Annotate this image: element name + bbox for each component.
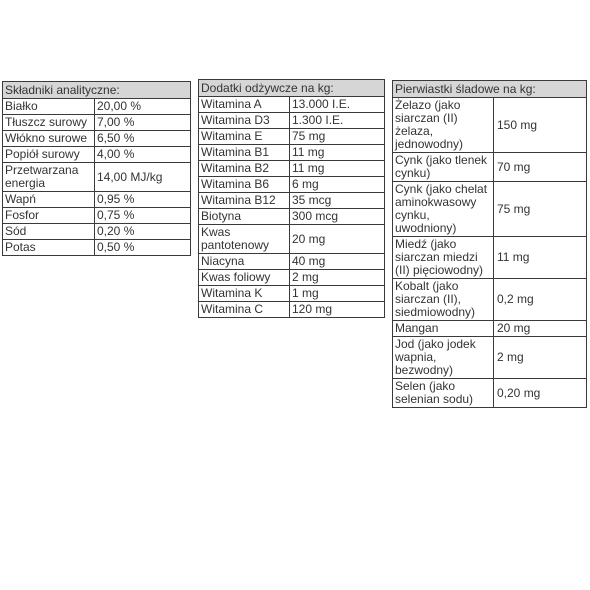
table-row: Witamina C 120 mg — [198, 301, 386, 318]
additive-value: 13.000 I.E. — [288, 96, 386, 113]
nutrient-name: Potas — [2, 239, 95, 256]
element-name: Cynk (jako chelat aminokwasowy cynku, uw… — [392, 181, 494, 237]
additive-name: Biotyna — [198, 208, 290, 225]
table-row: Niacyna 40 mg — [198, 253, 386, 270]
additive-value: 40 mg — [288, 253, 386, 270]
element-value: 75 mg — [492, 181, 588, 237]
table-row: Potas 0,50 % — [2, 239, 192, 256]
additive-value: 6 mg — [288, 176, 386, 193]
trace-elements-table: Pierwiastki śladowe na kg: Żelazo (jako … — [391, 80, 588, 408]
table-row: Tłuszcz surowy 7,00 % — [2, 114, 192, 131]
nutrient-value: 7,00 % — [93, 114, 192, 131]
additive-name: Niacyna — [198, 253, 290, 270]
nutrient-name: Popiół surowy — [2, 146, 95, 163]
table-header: Dodatki odżywcze na kg: — [197, 79, 386, 97]
nutrient-value: 14,00 MJ/kg — [93, 162, 192, 192]
table-row: Witamina B12 35 mcg — [198, 192, 386, 209]
table-row: Cynk (jako chelat aminokwasowy cynku, uw… — [392, 181, 588, 237]
nutrient-value: 4,00 % — [93, 146, 192, 163]
table-row: Fosfor 0,75 % — [2, 207, 192, 224]
additive-name: Kwas foliowy — [198, 269, 290, 286]
table-row: Kwas pantotenowy 20 mg — [198, 224, 386, 254]
nutrient-name: Sód — [2, 223, 95, 240]
table-row: Żelazo (jako siarczan (II) żelaza, jedno… — [392, 97, 588, 153]
additive-name: Witamina D3 — [198, 112, 290, 129]
additive-name: Witamina C — [198, 301, 290, 318]
table-row: Wapń 0,95 % — [2, 191, 192, 208]
nutrient-name: Fosfor — [2, 207, 95, 224]
nutrient-value: 0,50 % — [93, 239, 192, 256]
element-value: 0,20 mg — [492, 378, 588, 408]
nutrient-name: Wapń — [2, 191, 95, 208]
additive-name: Kwas pantotenowy — [198, 224, 290, 254]
table-row: Miedź (jako siarczan miedzi (II) pięciow… — [392, 236, 588, 279]
nutrient-value: 20,00 % — [93, 98, 192, 115]
additive-value: 1.300 I.E. — [288, 112, 386, 129]
element-name: Miedź (jako siarczan miedzi (II) pięciow… — [392, 236, 494, 279]
element-value: 11 mg — [492, 236, 588, 279]
nutritional-additives-table: Dodatki odżywcze na kg: Witamina A 13.000… — [197, 79, 386, 318]
additive-value: 20 mg — [288, 224, 386, 254]
table-row: Witamina D3 1.300 I.E. — [198, 112, 386, 129]
nutrient-name: Włókno surowe — [2, 130, 95, 147]
analytical-components-table: Składniki analityczne: Białko 20,00 % Tłu… — [1, 81, 192, 256]
table-row: Popiół surowy 4,00 % — [2, 146, 192, 163]
element-name: Jod (jako jodek wapnia, bezwodny) — [392, 336, 494, 379]
additive-name: Witamina A — [198, 96, 290, 113]
table-row: Witamina B1 11 mg — [198, 144, 386, 161]
element-value: 20 mg — [492, 320, 588, 337]
additive-name: Witamina K — [198, 285, 290, 302]
additive-value: 120 mg — [288, 301, 386, 318]
nutrient-value: 0,20 % — [93, 223, 192, 240]
element-value: 2 mg — [492, 336, 588, 379]
additive-name: Witamina B6 — [198, 176, 290, 193]
additive-name: Witamina B2 — [198, 160, 290, 177]
table-row: Witamina E 75 mg — [198, 128, 386, 145]
additive-value: 75 mg — [288, 128, 386, 145]
table-row: Kwas foliowy 2 mg — [198, 269, 386, 286]
table-row: Cynk (jako tlenek cynku) 70 mg — [392, 152, 588, 182]
table-row: Białko 20,00 % — [2, 98, 192, 115]
table-row: Witamina B6 6 mg — [198, 176, 386, 193]
additive-value: 2 mg — [288, 269, 386, 286]
table-row: Jod (jako jodek wapnia, bezwodny) 2 mg — [392, 336, 588, 379]
nutrient-value: 0,75 % — [93, 207, 192, 224]
nutrient-value: 6,50 % — [93, 130, 192, 147]
nutrient-name: Przetwarzana energia — [2, 162, 95, 192]
additive-value: 11 mg — [288, 144, 386, 161]
table-row: Kobalt (jako siarczan (II), siedmiowodny… — [392, 278, 588, 321]
element-name: Kobalt (jako siarczan (II), siedmiowodny… — [392, 278, 494, 321]
nutrient-name: Tłuszcz surowy — [2, 114, 95, 131]
table-row: Witamina A 13.000 I.E. — [198, 96, 386, 113]
additive-name: Witamina B12 — [198, 192, 290, 209]
additive-value: 35 mcg — [288, 192, 386, 209]
nutrient-value: 0,95 % — [93, 191, 192, 208]
table-row: Włókno surowe 6,50 % — [2, 130, 192, 147]
table-header: Składniki analityczne: — [1, 81, 192, 99]
element-value: 0,2 mg — [492, 278, 588, 321]
table-row: Biotyna 300 mcg — [198, 208, 386, 225]
table-row: Mangan 20 mg — [392, 320, 588, 337]
additive-value: 300 mcg — [288, 208, 386, 225]
nutrient-name: Białko — [2, 98, 95, 115]
table-row: Selen (jako selenian sodu) 0,20 mg — [392, 378, 588, 408]
element-value: 150 mg — [492, 97, 588, 153]
element-name: Mangan — [392, 320, 494, 337]
element-name: Selen (jako selenian sodu) — [392, 378, 494, 408]
additive-name: Witamina E — [198, 128, 290, 145]
table-row: Przetwarzana energia 14,00 MJ/kg — [2, 162, 192, 192]
additive-value: 1 mg — [288, 285, 386, 302]
additive-value: 11 mg — [288, 160, 386, 177]
element-value: 70 mg — [492, 152, 588, 182]
table-header: Pierwiastki śladowe na kg: — [391, 80, 588, 98]
table-row: Sód 0,20 % — [2, 223, 192, 240]
table-row: Witamina B2 11 mg — [198, 160, 386, 177]
additive-name: Witamina B1 — [198, 144, 290, 161]
element-name: Żelazo (jako siarczan (II) żelaza, jedno… — [392, 97, 494, 153]
element-name: Cynk (jako tlenek cynku) — [392, 152, 494, 182]
